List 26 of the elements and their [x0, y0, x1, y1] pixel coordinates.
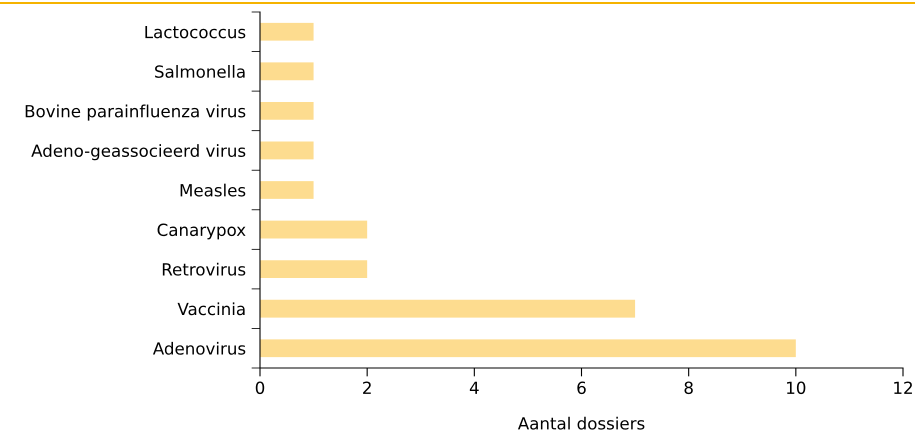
x-tick-label: 0: [256, 381, 264, 394]
y-tick-label: Adeno-geassocieerd virus: [31, 144, 246, 160]
bar: [260, 339, 796, 358]
y-tick-label: Lactococcus: [145, 26, 246, 38]
x-axis-title: Aantal dossiers: [518, 416, 644, 430]
y-tick-label: Retrovirus: [162, 262, 246, 276]
y-tick-label: Canarypox: [158, 224, 246, 240]
bar: [260, 300, 636, 318]
x-tick-label: 8: [684, 381, 693, 394]
y-tick-label: Vaccinia: [178, 302, 245, 316]
bar: [260, 102, 314, 120]
bar: [260, 62, 314, 80]
x-tick-label: 4: [470, 382, 479, 394]
x-tick-label: 10: [787, 381, 806, 394]
bar: [260, 220, 368, 238]
x-tick-label: 6: [577, 381, 586, 394]
x-tick-label: 2: [363, 381, 371, 394]
y-tick-label: Measles: [180, 184, 246, 197]
bar: [260, 181, 314, 199]
x-tick-label: 12: [894, 381, 912, 394]
bar: [260, 142, 314, 160]
bar: [260, 22, 314, 41]
y-tick-label: Salmonella: [155, 65, 245, 78]
y-tick-label: Adenovirus: [152, 342, 246, 355]
bar: [260, 260, 368, 278]
y-tick-label: Bovine parainfluenza virus: [26, 104, 246, 121]
